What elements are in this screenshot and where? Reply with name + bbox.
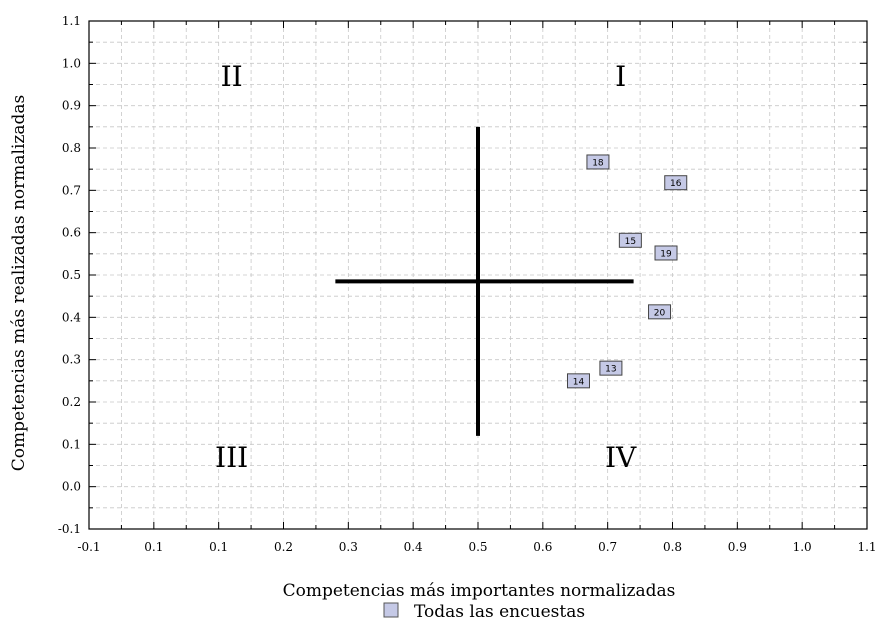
point-marker	[599, 360, 623, 376]
y-tick-label: 1.0	[62, 56, 81, 70]
x-tick-label: 0.1	[144, 540, 163, 554]
y-tick-label: 1.1	[62, 14, 81, 28]
point-marker	[654, 245, 678, 261]
x-tick-label: 1.0	[793, 540, 812, 554]
y-tick-label: 0.9	[62, 99, 81, 113]
x-tick-label: 0.2	[274, 540, 293, 554]
data-point: 14	[566, 373, 590, 389]
point-marker	[566, 373, 590, 389]
y-tick-label: 0.2	[62, 395, 81, 409]
y-tick-label: 0.5	[62, 268, 81, 282]
x-tick-label: 0.5	[468, 540, 487, 554]
data-point: 15	[618, 232, 642, 248]
point-label: 20	[654, 308, 666, 318]
x-tick-labels: -0.1 0.1 0.1 0.2 0.3 0.4 0.5 0.6 0.7 0.8 0.9 1.0 1.1	[77, 540, 876, 554]
x-tick-label: 0.6	[533, 540, 552, 554]
x-tick-label: 0.1	[209, 540, 228, 554]
y-tick-label: 0.8	[62, 141, 81, 155]
y-tick-label: 0.1	[62, 437, 81, 451]
data-point: 18	[586, 154, 610, 170]
point-label: 19	[660, 249, 672, 259]
x-tick-label: 0.7	[598, 540, 617, 554]
point-marker	[586, 154, 610, 170]
point-label: 15	[625, 237, 636, 247]
x-tick-label: 1.1	[857, 540, 876, 554]
point-marker	[618, 232, 642, 248]
data-points: 18 16 15 19 20 13 14	[566, 154, 688, 389]
quadrant-label: II	[221, 60, 243, 93]
legend-swatch	[383, 602, 399, 618]
y-tick-labels: -0.1 0.0 0.1 0.2 0.3 0.4 0.5 0.6 0.7 0.8 0.9 1.0 1.1	[58, 14, 81, 536]
y-tick-label: 0.0	[62, 480, 81, 494]
y-tick-label: 0.6	[62, 226, 81, 240]
data-point: 19	[654, 245, 678, 261]
x-tick-label: 0.3	[339, 540, 358, 554]
quadrant-label: IV	[605, 441, 637, 474]
legend-label: Todas las encuestas	[414, 602, 585, 622]
point-label: 18	[592, 158, 604, 168]
quadrant-label: III	[215, 441, 248, 474]
y-tick-label: 0.3	[62, 353, 81, 367]
y-tick-label: 0.7	[62, 183, 81, 197]
data-point: 13	[599, 360, 623, 376]
y-tick-label: -0.1	[58, 522, 81, 536]
quadrant-crosshair	[335, 126, 634, 436]
y-tick-label: 0.4	[62, 310, 81, 324]
grid-lines	[89, 21, 867, 529]
quadrant-label: I	[615, 60, 626, 93]
x-tick-label: 0.9	[728, 540, 747, 554]
data-point: 16	[664, 175, 688, 191]
x-tick-label: 0.8	[663, 540, 682, 554]
point-label: 16	[670, 179, 682, 189]
x-tick-label: -0.1	[77, 540, 100, 554]
legend: Todas las encuestas	[383, 602, 585, 622]
y-axis-title: Competencias más realizadas normalizadas	[9, 95, 29, 471]
point-label: 14	[573, 377, 585, 387]
point-marker	[648, 304, 672, 320]
data-point: 20	[648, 304, 672, 320]
point-marker	[664, 175, 688, 191]
axis-ticks	[88, 20, 868, 530]
x-tick-label: 0.4	[404, 540, 423, 554]
x-axis-title: Competencias más importantes normalizada…	[283, 581, 676, 601]
point-label: 13	[605, 365, 616, 375]
